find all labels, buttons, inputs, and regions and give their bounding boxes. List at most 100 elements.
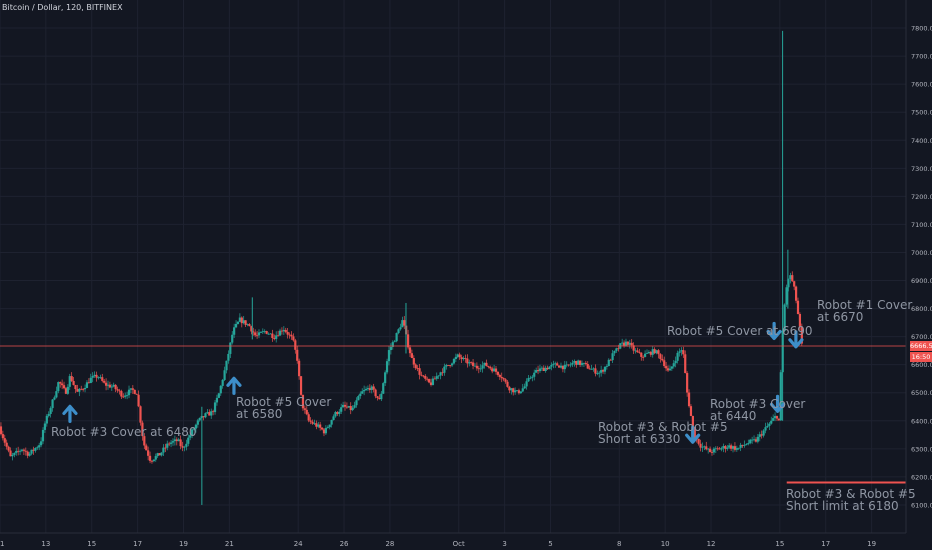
annotation-line: Robot #3 Cover [710, 397, 806, 411]
candle-body [219, 385, 222, 394]
candle-body [645, 353, 649, 354]
candle-body [722, 446, 725, 449]
candle-body [582, 362, 586, 364]
annotation-robot3-cover-6480: Robot #3 Cover at 6480 [51, 426, 197, 438]
candle-body [91, 375, 94, 378]
candle-body [609, 359, 612, 361]
candle-body [766, 425, 769, 428]
candle-body [110, 386, 113, 388]
candle-body [655, 350, 658, 354]
candle-body [531, 376, 534, 378]
x-tick-label: 24 [294, 540, 303, 548]
candle-body [169, 442, 173, 444]
candle-body [653, 349, 656, 354]
candle-body [160, 452, 163, 456]
candle-body [624, 341, 628, 346]
x-tick-label: 11 [0, 540, 4, 548]
candle-body [248, 324, 251, 327]
candle-body [137, 394, 140, 407]
x-tick-label: Oct [453, 540, 465, 548]
candle-body [775, 416, 779, 419]
y-tick-label: 6100.0 [911, 501, 932, 509]
candle-body [127, 389, 131, 396]
time-axis[interactable]: 11 13 15 17 19 21 24 26 28 Oct 3 5 8 10 12 15 17 19 [0, 532, 906, 548]
candle-body [779, 372, 782, 421]
candle-body [364, 389, 368, 391]
candle-body [749, 439, 752, 444]
candle-body [726, 447, 729, 449]
candle-body [707, 448, 710, 450]
candle-body [460, 357, 463, 360]
y-tick-label: 6200.0 [911, 473, 932, 481]
candle-body [97, 377, 100, 379]
candle-body [712, 448, 716, 453]
candle-body [215, 397, 219, 403]
candle-body [567, 364, 570, 366]
candle-body [385, 361, 389, 373]
y-tick-label: 7200.0 [911, 193, 932, 201]
y-tick-label: 6600.0 [911, 361, 932, 369]
candle-body [794, 286, 798, 301]
arrow-down-icon [766, 321, 782, 341]
candle-body [66, 386, 69, 394]
candle-body [697, 438, 700, 444]
candle-body [515, 390, 519, 392]
candle-body [70, 376, 73, 381]
candle-body [403, 320, 406, 326]
candle-body [693, 426, 696, 439]
candle-body [141, 422, 144, 437]
candle-body [452, 358, 456, 364]
y-tick-label: 6400.0 [911, 417, 932, 425]
candle-body [278, 330, 282, 336]
candle-body [449, 365, 452, 367]
candle-body [15, 450, 18, 453]
candle-body [55, 391, 58, 398]
candle-body [221, 379, 224, 386]
candle-body [523, 386, 526, 389]
candle-body [299, 376, 303, 395]
candle-body [798, 313, 802, 327]
annotation-line: Robot #3 & Robot #5 [786, 487, 916, 501]
candle-body [596, 373, 599, 375]
candle-body [508, 386, 511, 391]
annotation-line: Robot #3 Cover at 6480 [51, 425, 197, 439]
candle-body [322, 429, 326, 434]
y-tick-label: 7000.0 [911, 249, 932, 257]
candle-body [126, 395, 129, 396]
candle-body [62, 385, 66, 389]
candle-body [785, 287, 788, 305]
candle-body [733, 446, 737, 450]
annotation-line: Short at 6330 [598, 432, 681, 446]
candle-body [59, 382, 62, 384]
candle-body [598, 372, 601, 374]
candle-body [254, 332, 257, 336]
candle-body [112, 384, 115, 387]
candle-body [395, 333, 398, 342]
candle-body [422, 375, 425, 377]
candle-body [424, 376, 427, 379]
candle-body [773, 416, 777, 419]
candle-body [393, 341, 396, 343]
candle-body [672, 363, 675, 367]
candle-body [481, 365, 484, 369]
candle-body [338, 411, 341, 414]
candle-body [341, 404, 345, 408]
candle-body [284, 329, 287, 332]
candle-body [777, 418, 780, 421]
candle-body [36, 447, 39, 449]
candle-body [242, 320, 245, 324]
candle-body [754, 439, 758, 442]
price-axis[interactable]: 6100.0 6200.0 6300.0 6400.0 6500.0 6600.0 6700… [905, 0, 932, 550]
candle-body [43, 423, 47, 430]
candle-body [510, 388, 513, 391]
candle-body [122, 396, 125, 398]
candle-body [53, 397, 56, 400]
candle-body [345, 406, 349, 408]
candle-body [380, 393, 383, 400]
candle-body [280, 330, 284, 332]
candle-body [101, 377, 104, 381]
candle-body [512, 388, 515, 393]
symbol-header[interactable]: Bitcoin / Dollar, 120, BITFINEX [2, 3, 123, 12]
candle-body [663, 360, 666, 367]
